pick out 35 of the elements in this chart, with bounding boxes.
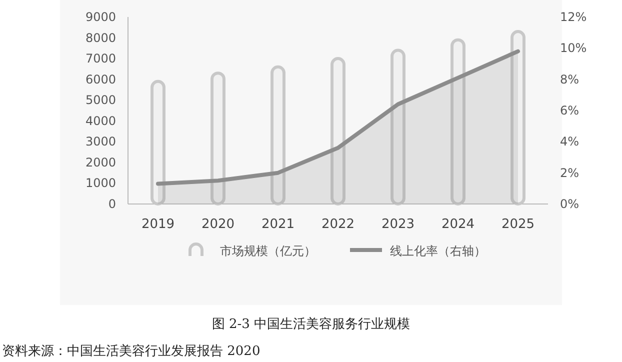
y-tick-label: 8000	[85, 30, 116, 45]
text: 图 2-3 中国生活美容服务行业规模	[212, 316, 410, 332]
y-tick-label: 7000	[85, 52, 116, 66]
x-tick-label: 2019	[141, 217, 175, 232]
x-tick-label: 2021	[261, 217, 295, 232]
y2-tick-label: 8%	[560, 72, 580, 86]
x-tick-label: 2025	[501, 217, 535, 232]
y-tick-label: 1000	[85, 176, 116, 190]
y-tick-label: 5000	[85, 93, 116, 108]
bar	[330, 57, 346, 206]
y2-tick-label: 0%	[560, 197, 580, 211]
x-tick-label: 2020	[201, 217, 235, 232]
legend-label: 线上化率（右轴）	[390, 244, 486, 258]
y-tick-label: 4000	[85, 114, 116, 128]
y-tick-label: 6000	[85, 72, 116, 86]
y-tick-label: 9000	[85, 10, 116, 24]
y2-tick-label: 12%	[560, 10, 587, 24]
x-tick-label: 2024	[441, 217, 475, 232]
bar	[270, 65, 286, 206]
bar	[150, 80, 166, 206]
y-tick-label: 0	[108, 197, 116, 211]
y2-tick-label: 2%	[560, 166, 580, 180]
bar	[210, 72, 226, 206]
bar	[450, 38, 466, 206]
y-tick-label: 3000	[85, 134, 116, 149]
y2-tick-label: 6%	[560, 104, 580, 118]
bar	[510, 30, 526, 206]
text: 资料来源：中国生活美容行业发展报告 2020	[2, 343, 260, 359]
x-tick-label: 2022	[321, 217, 355, 232]
y-tick-label: 2000	[85, 155, 116, 170]
y2-tick-label: 4%	[560, 134, 580, 149]
y2-tick-label: 10%	[560, 41, 587, 56]
x-tick-label: 2023	[381, 217, 415, 232]
bar	[390, 48, 406, 206]
legend-label: 市场规模（亿元）	[220, 244, 316, 258]
